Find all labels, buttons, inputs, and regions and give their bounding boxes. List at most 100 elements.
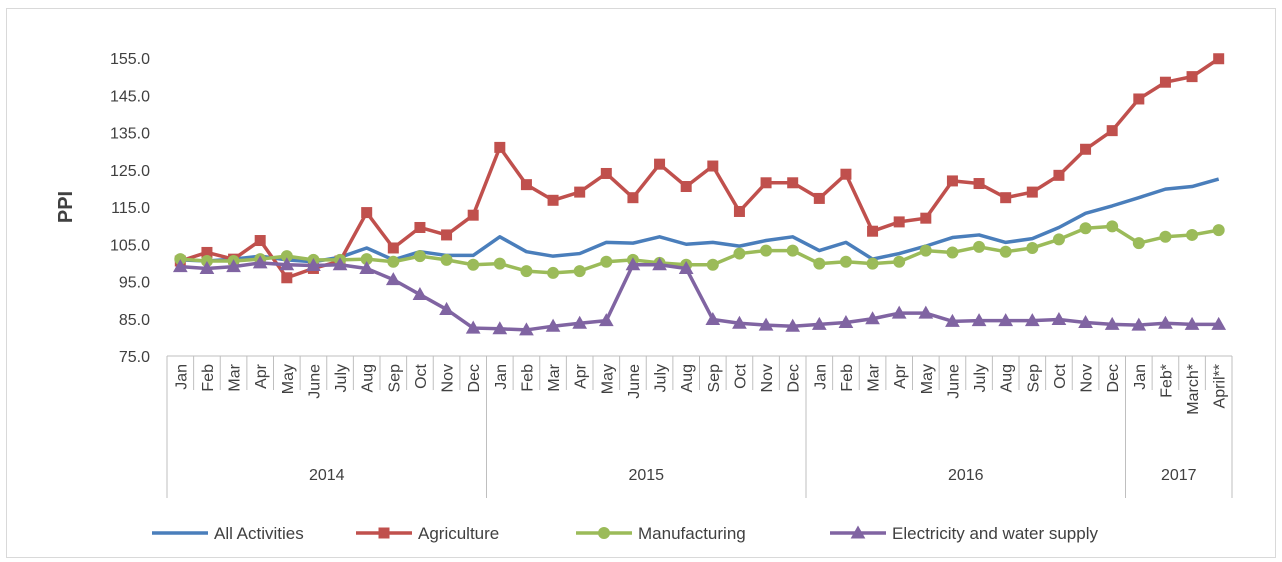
data-point [627,192,639,204]
data-point [654,158,666,170]
data-point [918,305,934,319]
x-tick-label: Feb [519,364,536,392]
x-tick-label: July [653,364,670,392]
x-tick-label: Feb [200,364,217,392]
data-point [1159,76,1171,88]
data-point [733,205,745,217]
data-point [467,258,480,271]
x-tick-label: Nov [759,364,776,392]
data-point [1024,313,1040,327]
data-point [1212,224,1225,237]
x-tick-label: Aug [679,364,696,392]
legend-item: Manufacturing [576,524,746,543]
data-point [520,265,533,278]
x-tick-label: Oct [413,363,430,388]
data-point [973,178,985,190]
data-point [378,527,390,539]
data-point [786,244,799,257]
data-point [840,168,852,180]
x-tick-label: Jan [173,364,190,390]
data-point [306,257,321,271]
x-tick-label: Mar [866,363,883,391]
x-tick-label: Oct [1052,363,1069,388]
year-label: 2017 [1161,467,1197,484]
data-point [547,266,560,279]
data-point [893,255,906,268]
x-tick-label: Nov [1079,364,1096,392]
y-tick-label: 95.0 [119,275,150,292]
series-all-activities [180,177,1220,264]
data-point [281,272,293,284]
series-line [180,261,1219,332]
data-point [760,244,773,257]
x-tick-label: Jan [493,364,510,390]
data-point [413,250,426,263]
x-tick-label: June [945,364,962,399]
x-tick-label: Mar [546,363,563,391]
x-tick-label: April** [1212,364,1229,408]
data-point [865,311,880,325]
data-point [998,313,1014,327]
data-point [492,321,508,335]
data-point [385,272,401,286]
data-point [440,253,453,266]
data-point [600,167,612,179]
data-point [1131,317,1147,331]
legend-label: Manufacturing [638,524,746,543]
data-point [1052,233,1065,246]
data-point [279,257,295,271]
legend-item: All Activities [152,524,304,543]
data-point [732,315,747,329]
data-point [1133,93,1145,105]
y-tick-label: 115.0 [111,200,150,217]
data-point [1106,125,1118,137]
data-point [706,258,719,271]
legend-item: Agriculture [356,524,499,543]
data-point [971,313,987,327]
data-point [867,225,879,237]
x-tick-label: July [972,364,989,392]
data-point [387,242,399,254]
data-point [1132,237,1145,250]
data-point [893,216,905,228]
x-tick-label: June [626,364,643,399]
data-point [439,301,454,315]
chart-frame [6,8,1276,558]
x-tick-label: Dec [466,364,483,392]
data-point [891,305,907,319]
y-tick-label: 105.0 [110,237,150,254]
data-point [465,320,481,334]
data-point [945,313,960,327]
legend-label: Agriculture [418,524,499,543]
year-label: 2016 [948,467,984,484]
y-tick-label: 135.0 [110,126,150,143]
y-tick-label: 155.0 [110,51,150,68]
data-point [412,287,428,301]
data-point [494,141,506,153]
data-point [1104,316,1120,330]
data-point [252,255,268,269]
data-point [813,257,826,270]
data-point [850,525,866,539]
data-point [519,322,534,336]
data-point [1079,222,1092,235]
x-tick-label: Dec [1105,364,1122,392]
data-point [707,160,719,172]
series-lines [172,53,1227,336]
series-line [179,57,1220,280]
data-point [520,179,532,191]
data-point [1080,143,1092,155]
data-point [1159,230,1172,243]
x-tick-label: Feb [839,364,856,392]
data-point [493,257,506,270]
legend-item: Electricity and water supply [830,524,1098,543]
data-point [1051,311,1067,325]
data-point [1211,316,1227,330]
data-point [866,257,879,270]
year-label: 2015 [628,467,664,484]
data-point [1078,314,1093,328]
data-point [1186,228,1199,241]
series-line [180,177,1220,264]
data-point [1158,315,1173,329]
x-tick-label: May [280,364,297,394]
